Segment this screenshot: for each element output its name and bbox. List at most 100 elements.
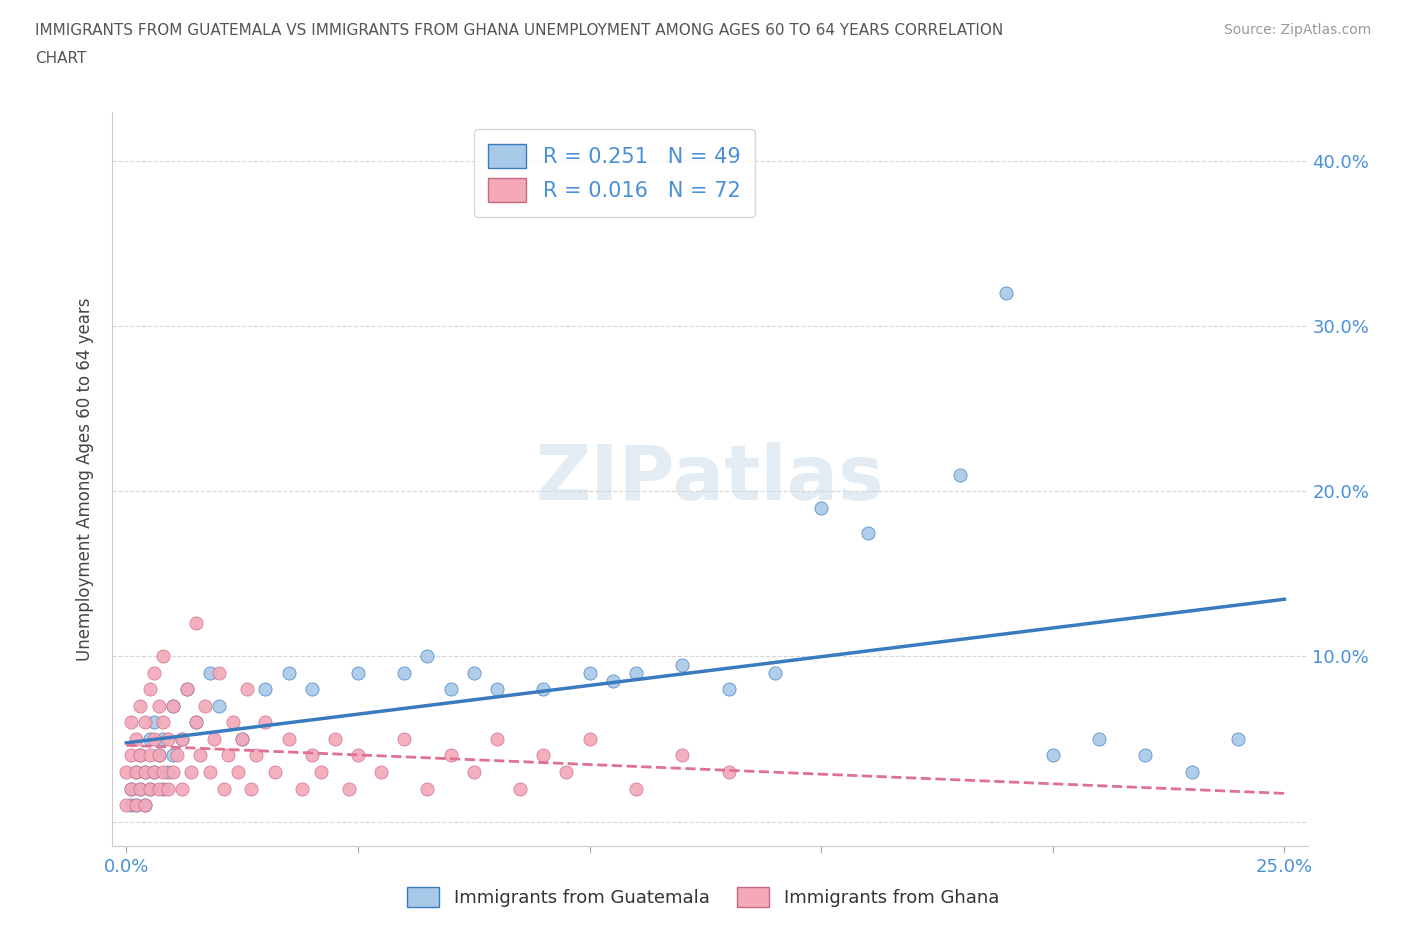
Point bbox=[231, 732, 253, 747]
Point bbox=[129, 781, 152, 796]
Point bbox=[217, 748, 239, 763]
Point bbox=[162, 698, 184, 713]
Point bbox=[440, 682, 463, 697]
Point bbox=[148, 698, 170, 713]
Point bbox=[134, 764, 156, 779]
Point bbox=[198, 764, 221, 779]
Point bbox=[124, 764, 146, 779]
Point bbox=[134, 764, 156, 779]
Point bbox=[157, 764, 180, 779]
Point bbox=[194, 698, 217, 713]
Point bbox=[120, 781, 142, 796]
Point bbox=[129, 748, 152, 763]
Point bbox=[416, 781, 439, 796]
Legend: Immigrants from Guatemala, Immigrants from Ghana: Immigrants from Guatemala, Immigrants fr… bbox=[398, 878, 1008, 916]
Point bbox=[176, 682, 198, 697]
Point bbox=[624, 781, 647, 796]
Point bbox=[347, 666, 370, 681]
Text: Source: ZipAtlas.com: Source: ZipAtlas.com bbox=[1223, 23, 1371, 37]
Point bbox=[208, 698, 231, 713]
Point bbox=[152, 732, 174, 747]
Point bbox=[143, 764, 166, 779]
Point bbox=[463, 764, 485, 779]
Point bbox=[1227, 732, 1250, 747]
Point bbox=[134, 798, 156, 813]
Point bbox=[602, 673, 624, 688]
Point bbox=[143, 764, 166, 779]
Point bbox=[184, 715, 207, 730]
Legend: R = 0.251   N = 49, R = 0.016   N = 72: R = 0.251 N = 49, R = 0.016 N = 72 bbox=[474, 129, 755, 217]
Point bbox=[162, 764, 184, 779]
Point bbox=[138, 781, 160, 796]
Point bbox=[138, 682, 160, 697]
Point bbox=[120, 748, 142, 763]
Point bbox=[134, 798, 156, 813]
Point bbox=[157, 732, 180, 747]
Point bbox=[578, 732, 600, 747]
Point bbox=[245, 748, 267, 763]
Point bbox=[236, 682, 259, 697]
Point bbox=[717, 682, 740, 697]
Point bbox=[485, 682, 508, 697]
Point bbox=[152, 764, 174, 779]
Text: ZIPatlas: ZIPatlas bbox=[536, 442, 884, 516]
Point bbox=[231, 732, 253, 747]
Point bbox=[190, 748, 212, 763]
Point bbox=[1135, 748, 1157, 763]
Point bbox=[277, 666, 299, 681]
Point bbox=[509, 781, 531, 796]
Point bbox=[263, 764, 285, 779]
Point bbox=[212, 781, 235, 796]
Point bbox=[143, 732, 166, 747]
Text: IMMIGRANTS FROM GUATEMALA VS IMMIGRANTS FROM GHANA UNEMPLOYMENT AMONG AGES 60 TO: IMMIGRANTS FROM GUATEMALA VS IMMIGRANTS … bbox=[35, 23, 1004, 38]
Point bbox=[301, 748, 323, 763]
Point bbox=[995, 286, 1018, 300]
Point bbox=[323, 732, 346, 747]
Point bbox=[124, 798, 146, 813]
Point bbox=[624, 666, 647, 681]
Point bbox=[202, 732, 225, 747]
Point bbox=[463, 666, 485, 681]
Point bbox=[810, 500, 832, 515]
Point bbox=[254, 715, 277, 730]
Point bbox=[129, 781, 152, 796]
Point bbox=[1181, 764, 1204, 779]
Point bbox=[856, 525, 879, 540]
Point bbox=[254, 682, 277, 697]
Point bbox=[531, 682, 554, 697]
Point bbox=[143, 666, 166, 681]
Point bbox=[148, 781, 170, 796]
Point bbox=[222, 715, 245, 730]
Point bbox=[531, 748, 554, 763]
Point bbox=[309, 764, 332, 779]
Point bbox=[120, 715, 142, 730]
Point bbox=[485, 732, 508, 747]
Point bbox=[394, 732, 416, 747]
Point bbox=[1042, 748, 1064, 763]
Point bbox=[134, 715, 156, 730]
Point bbox=[129, 748, 152, 763]
Point bbox=[440, 748, 463, 763]
Point bbox=[671, 748, 693, 763]
Point bbox=[170, 732, 193, 747]
Point bbox=[166, 748, 188, 763]
Point bbox=[124, 764, 146, 779]
Point bbox=[291, 781, 314, 796]
Point bbox=[162, 698, 184, 713]
Point bbox=[240, 781, 263, 796]
Point bbox=[143, 715, 166, 730]
Point bbox=[170, 781, 193, 796]
Point bbox=[277, 732, 299, 747]
Point bbox=[148, 748, 170, 763]
Point bbox=[394, 666, 416, 681]
Point bbox=[124, 732, 146, 747]
Point bbox=[1088, 732, 1111, 747]
Point bbox=[301, 682, 323, 697]
Point bbox=[671, 658, 693, 672]
Point bbox=[184, 616, 207, 631]
Point bbox=[152, 649, 174, 664]
Point bbox=[157, 781, 180, 796]
Point bbox=[176, 682, 198, 697]
Y-axis label: Unemployment Among Ages 60 to 64 years: Unemployment Among Ages 60 to 64 years bbox=[76, 298, 94, 660]
Point bbox=[148, 748, 170, 763]
